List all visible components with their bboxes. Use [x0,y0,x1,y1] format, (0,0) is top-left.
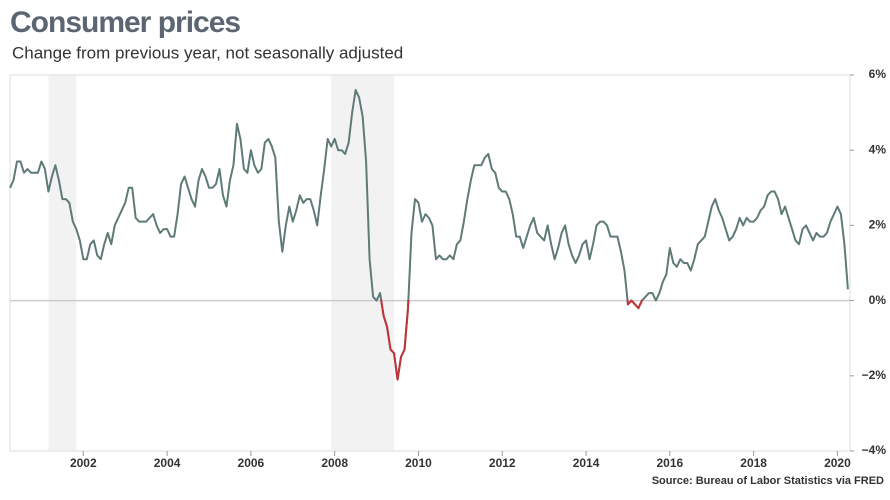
x-tick-label: 2002 [70,456,97,470]
x-tick-label: 2006 [238,456,265,470]
x-tick-label: 2008 [321,456,348,470]
y-tick-label: −4% [862,443,887,457]
x-tick-label: 2014 [573,456,600,470]
recession-shade [49,75,77,451]
x-tick-label: 2020 [824,456,851,470]
y-tick-label: 2% [869,218,887,232]
negative-segment [394,353,397,379]
y-tick-label: 0% [869,293,887,307]
x-tick-label: 2012 [489,456,516,470]
chart-subtitle: Change from previous year, not seasonall… [12,43,403,62]
x-tick-label: 2010 [405,456,432,470]
plot-area: 6% 4% 2% 0% −2% −4% 2002 2004 2006 2008 2010 2012 20… [10,67,886,470]
x-tick-label: 2004 [154,456,181,470]
chart-title: Consumer prices [10,6,240,39]
negative-segment [405,308,408,349]
x-tick-label: 2016 [656,456,683,470]
plot-frame [10,75,850,451]
y-tick-label: 6% [869,67,887,81]
recession-shade [331,75,394,451]
y-tick-label: 4% [869,142,887,156]
negative-segment [401,349,405,357]
y-tick-label: −2% [862,368,887,382]
negative-segment [398,357,401,380]
negative-segment [638,301,641,309]
line [10,90,848,380]
x-tick-label: 2018 [740,456,767,470]
source: Source: Bureau of Labor Statistics via F… [652,475,884,487]
